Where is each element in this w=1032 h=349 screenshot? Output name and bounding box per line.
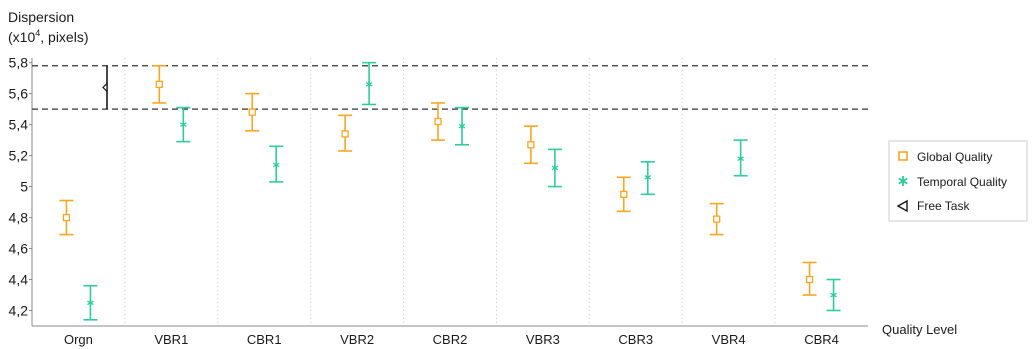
asterisk-stroke — [830, 292, 837, 298]
axes — [31, 58, 868, 327]
asterisk-stroke — [737, 156, 744, 162]
legend: Global Quality Temporal Quality Free Tas… — [888, 140, 1028, 222]
square-marker — [341, 130, 349, 138]
global-quality-point — [709, 202, 724, 236]
x-tick-label: CBR4 — [804, 332, 839, 347]
asterisk-stroke — [180, 122, 187, 127]
asterisk-stroke — [551, 165, 559, 171]
global-quality-point — [59, 199, 74, 236]
square-marker — [527, 141, 535, 149]
asterisk-marker — [87, 299, 94, 307]
square-marker — [434, 117, 442, 126]
asterisk-stroke — [272, 162, 280, 168]
temporal-quality-point — [455, 106, 469, 146]
global-quality-point — [523, 125, 538, 165]
global-quality-point — [802, 261, 817, 296]
temporal-quality-point — [83, 284, 98, 321]
vertical-grid — [124, 58, 776, 326]
y-tick-label: 5,4 — [9, 117, 29, 133]
asterisk-stroke — [644, 174, 652, 180]
y-tick-label: 5,6 — [9, 86, 29, 102]
temporal-quality-point — [176, 106, 191, 143]
global-quality-point — [431, 102, 445, 141]
global-quality-point — [616, 176, 631, 213]
x-tick-label: Orgn — [64, 332, 93, 347]
global-quality-point — [152, 64, 167, 104]
legend-item-free-task: Free Task — [896, 199, 970, 213]
square-marker — [620, 190, 628, 198]
y-tick-label: 5,2 — [9, 148, 29, 164]
y-tick-label: 4,6 — [9, 241, 29, 257]
square-marker — [155, 80, 163, 88]
y-tick-label: 5 — [20, 179, 28, 195]
temporal-quality-point — [362, 61, 377, 106]
asterisk-stroke — [87, 300, 94, 306]
temporal-quality-point — [733, 139, 748, 177]
asterisk-marker — [737, 155, 744, 163]
x-tick-label: CBR2 — [433, 332, 468, 347]
temporal-quality-point — [826, 278, 841, 312]
x-tick-label: VBR3 — [526, 332, 560, 347]
x-axis-label: Quality Level — [882, 322, 957, 337]
y-axis-unit: (x104, pixels) — [8, 28, 88, 45]
legend-item-global-quality: Global Quality — [898, 150, 992, 164]
square-marker — [62, 213, 71, 222]
asterisk-stroke — [458, 123, 466, 129]
tick-labels: 5,8 5,6 5,4 5,2 5 4,8 4,6 4,4 4,2 Orgn VBR1 CBR1 VBR… — [9, 55, 839, 347]
y-tick-label: 4,8 — [9, 210, 29, 226]
x-tick-label: VBR4 — [712, 332, 746, 347]
global-quality-point — [245, 92, 260, 132]
asterisk-marker — [551, 164, 559, 172]
legend-label-free-task: Free Task — [917, 199, 970, 213]
legend-triangle-marker — [896, 199, 908, 213]
legend-label-temporal-quality: Temporal Quality — [917, 175, 1007, 189]
legend-box — [888, 140, 1028, 222]
square-marker — [713, 215, 721, 223]
square-marker — [248, 108, 256, 116]
asterisk-marker — [458, 122, 466, 130]
free-task-point — [102, 65, 108, 110]
asterisk-marker — [272, 161, 280, 169]
data-marks — [59, 61, 841, 321]
asterisk-marker — [644, 173, 652, 181]
legend-label-global-quality: Global Quality — [917, 150, 992, 164]
temporal-quality-point — [640, 160, 655, 196]
temporal-quality-point — [547, 148, 562, 188]
asterisk-stroke — [365, 82, 373, 87]
y-tick-label: 4,2 — [9, 303, 29, 319]
temporal-quality-point — [269, 145, 284, 183]
y-axis-label: Dispersion — [8, 9, 74, 25]
y-tick-label: 4,4 — [9, 272, 29, 288]
square-marker — [805, 275, 814, 284]
legend-asterisk-marker — [898, 176, 908, 186]
free-task-triangle-marker — [102, 81, 108, 93]
asterisk-marker — [830, 291, 837, 299]
x-tick-label: VBR1 — [154, 332, 188, 347]
legend-square-marker — [898, 151, 908, 161]
asterisk-marker — [180, 121, 187, 129]
asterisk-marker — [365, 80, 373, 88]
x-tick-label: CBR3 — [618, 332, 653, 347]
x-tick-label: VBR2 — [340, 332, 374, 347]
legend-item-temporal-quality: Temporal Quality — [898, 175, 1007, 189]
y-tick-label: 5,8 — [9, 55, 29, 71]
global-quality-point — [338, 114, 353, 152]
x-tick-label: CBR1 — [247, 332, 282, 347]
